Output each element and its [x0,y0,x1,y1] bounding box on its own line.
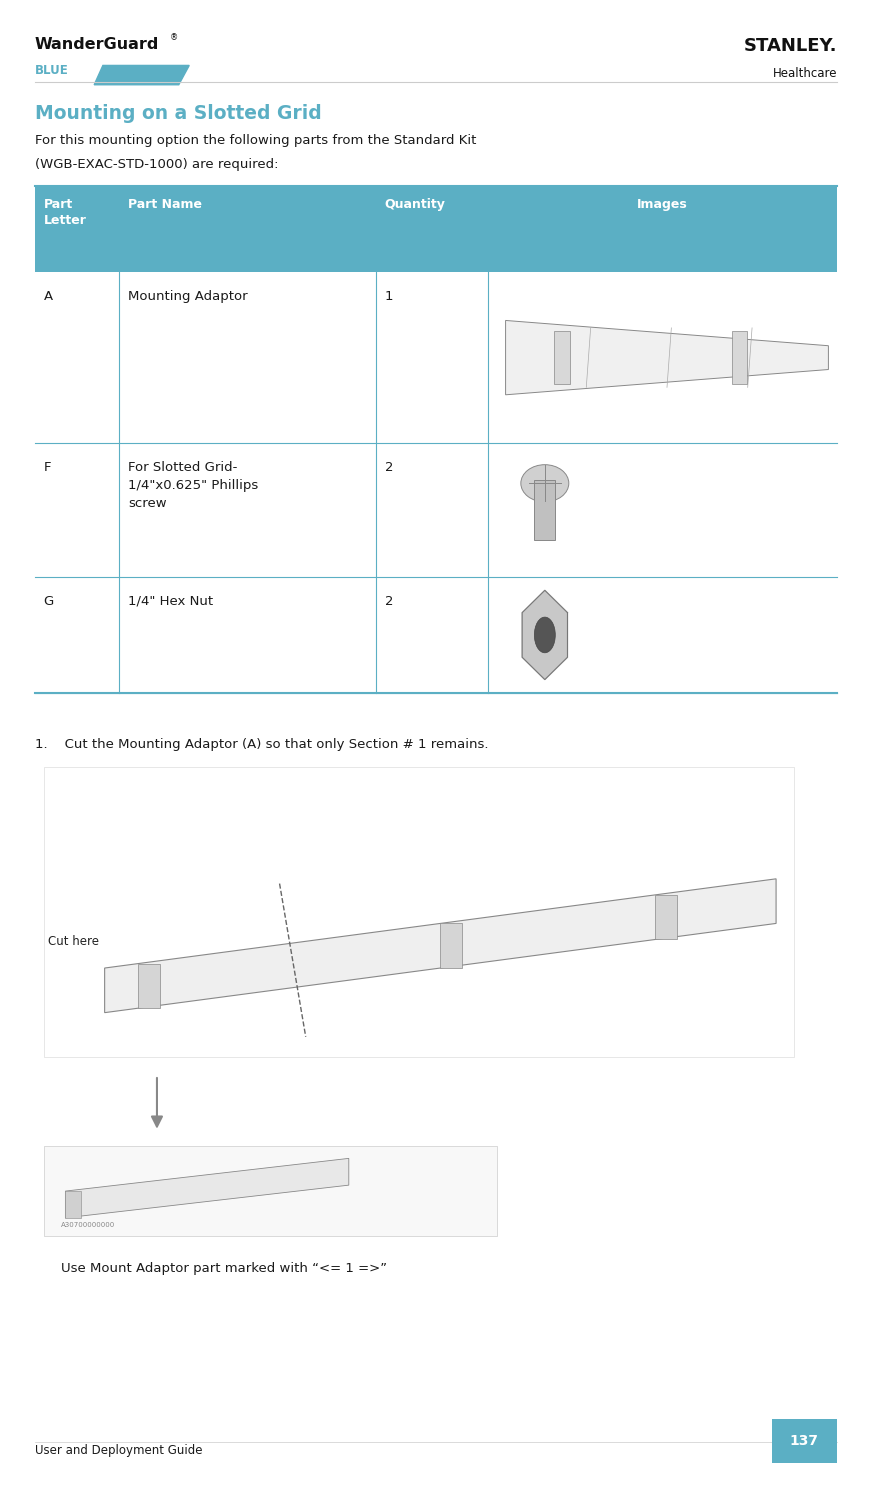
Bar [554,330,569,385]
Text: Quantity: Quantity [385,198,446,211]
Text: ®: ® [170,33,178,42]
Text: STANLEY.: STANLEY. [744,37,837,55]
Bar [65,1191,81,1218]
Polygon shape [506,321,828,396]
Text: Use Mount Adaptor part marked with “<= 1 =>”: Use Mount Adaptor part marked with “<= 1… [61,1262,387,1276]
Text: Images: Images [637,198,688,211]
Text: Part
Letter: Part Letter [44,198,86,228]
FancyBboxPatch shape [35,272,837,443]
Text: A30700000000: A30700000000 [61,1222,115,1228]
Bar [535,480,555,540]
Polygon shape [105,879,776,1013]
Text: WanderGuard: WanderGuard [35,37,160,52]
Text: (WGB-EXAC-STD-1000) are required:: (WGB-EXAC-STD-1000) are required: [35,158,278,171]
Text: 2: 2 [385,461,393,474]
Text: 1.    Cut the Mounting Adaptor (A) so that only Section # 1 remains.: 1. Cut the Mounting Adaptor (A) so that … [35,738,488,751]
FancyBboxPatch shape [35,577,837,693]
Text: F: F [44,461,51,474]
Text: G: G [44,595,54,608]
Polygon shape [65,1158,349,1218]
Text: User and Deployment Guide: User and Deployment Guide [35,1444,202,1457]
Text: 137: 137 [790,1433,819,1448]
Text: For Slotted Grid-
1/4"x0.625" Phillips
screw: For Slotted Grid- 1/4"x0.625" Phillips s… [128,461,258,510]
Bar [138,964,160,1008]
Bar [440,923,462,968]
Text: 2: 2 [385,595,393,608]
Circle shape [535,617,555,653]
Text: Cut here: Cut here [48,935,99,947]
FancyBboxPatch shape [35,186,837,272]
FancyBboxPatch shape [44,1146,497,1236]
Text: 1: 1 [385,290,393,303]
Text: Healthcare: Healthcare [773,67,837,80]
FancyBboxPatch shape [35,443,837,577]
Text: For this mounting option the following parts from the Standard Kit: For this mounting option the following p… [35,134,476,147]
Text: 1/4" Hex Nut: 1/4" Hex Nut [128,595,213,608]
Text: A: A [44,290,52,303]
FancyBboxPatch shape [44,767,794,1057]
FancyBboxPatch shape [772,1419,837,1463]
Text: Mounting on a Slotted Grid: Mounting on a Slotted Grid [35,104,322,123]
Ellipse shape [521,464,569,503]
Bar [655,895,677,940]
Text: BLUE: BLUE [35,64,69,77]
Polygon shape [94,65,189,85]
Text: Part Name: Part Name [128,198,201,211]
Bar [732,330,747,385]
Polygon shape [522,590,568,680]
Text: Mounting Adaptor: Mounting Adaptor [128,290,248,303]
